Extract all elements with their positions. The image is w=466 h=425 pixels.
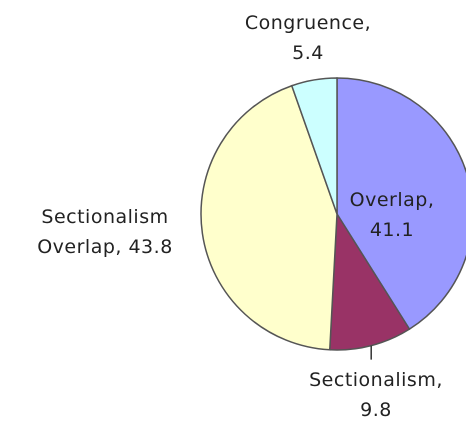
data-label: Sectionalism Overlap, 43.8 [37, 206, 173, 258]
pie-slice [290, 77, 338, 215]
data-label: Overlap, 41.1 [349, 189, 435, 241]
pie-slice [328, 211, 411, 351]
data-label: Sectionalism, 9.8 [309, 369, 443, 421]
pie-slice [336, 77, 466, 331]
pie-slice [200, 84, 338, 351]
data-label: Congruence, 5.4 [244, 12, 372, 64]
